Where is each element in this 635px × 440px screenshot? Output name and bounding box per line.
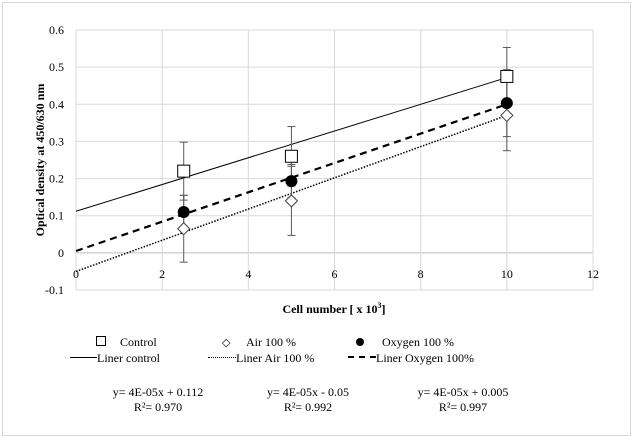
legend-label: Liner Air 100 % [236, 351, 315, 365]
x-tick-label: 8 [418, 267, 424, 281]
x-tick-label: 6 [332, 267, 338, 281]
equation-text: y= 4E-05x + 0.005 [417, 385, 509, 399]
x-tick-label: 10 [501, 267, 513, 281]
x-tick-label: 12 [587, 267, 599, 281]
square-open-icon [96, 336, 106, 346]
legend-label: Oxygen 100 % [382, 335, 454, 349]
legend-label: Control [120, 335, 157, 349]
chart-svg: -0.1 0 0.1 0.2 0.3 0.4 0.5 0.6 0 2 4 6 8 10 12 Optical… [33, 23, 599, 316]
solid-line-icon [70, 357, 97, 358]
r-squared-text: R²= 0.992 [283, 400, 333, 414]
trendline-dashed [75, 103, 508, 253]
r-squared-text: R²= 0.970 [133, 400, 183, 414]
legend-item-liner-air: Liner Air 100 % [208, 351, 314, 366]
y-tick-label: 0.3 [49, 134, 64, 148]
dashed-line-icon [348, 356, 376, 358]
legend-item-liner-control: Liner control [70, 351, 160, 366]
r-squared-text: R²= 0.997 [438, 400, 488, 414]
data-point-oxygen [177, 206, 190, 218]
data-markers [177, 69, 514, 236]
legend-label: Air 100 % [246, 335, 296, 349]
x-tick-label: 4 [245, 267, 251, 281]
legend-item-control: Control [96, 335, 157, 350]
data-point-oxygen [285, 175, 298, 188]
y-axis-title: Optical density at 450/630 nm [33, 84, 47, 237]
equation-text: y= 4E-05x + 0.112 [112, 385, 204, 399]
equation-oxygen: y= 4E-05x + 0.005 R²= 0.997 [383, 385, 543, 415]
data-point-control [500, 69, 514, 83]
data-point-control [284, 149, 298, 163]
y-tick-label: 0.4 [49, 97, 64, 111]
legend-label: Liner Oxygen 100% [376, 351, 474, 365]
tick-labels: -0.1 0 0.1 0.2 0.3 0.4 0.5 0.6 0 2 4 6 8 10 12 [45, 23, 599, 297]
data-point-air [284, 194, 299, 208]
data-point-oxygen [500, 97, 513, 110]
equation-control: y= 4E-05x + 0.112 R²= 0.970 [78, 385, 238, 415]
equation-text: y= 4E-05x - 0.05 [266, 385, 350, 399]
diamond-open-icon: ◇ [222, 337, 231, 349]
legend-item-liner-oxygen: Liner Oxygen 100% [348, 351, 474, 366]
y-tick-label: 0.6 [49, 23, 64, 37]
x-tick-label: 2 [159, 267, 165, 281]
legend-item-air: ◇ Air 100 % [222, 335, 296, 350]
chart-frame [2, 2, 631, 436]
legend-item-oxygen: Oxygen 100 % [356, 335, 454, 350]
y-tick-label: -0.1 [45, 283, 64, 297]
data-point-air [177, 222, 191, 236]
legend-label: Liner control [97, 351, 160, 365]
error-bars [179, 46, 511, 263]
equation-air: y= 4E-05x - 0.05 R²= 0.992 [228, 385, 388, 415]
x-tick-label: 0 [73, 267, 79, 281]
grid [75, 29, 594, 291]
y-tick-label: 0 [58, 246, 64, 260]
x-axis-title: Cell number [ x 103] [282, 301, 385, 316]
dotted-line-icon [208, 357, 236, 358]
y-tick-label: 0.1 [49, 209, 64, 223]
data-point-air [500, 108, 514, 123]
y-tick-label: 0.5 [49, 60, 64, 74]
y-tick-label: 0.2 [49, 172, 64, 186]
data-point-control [177, 164, 191, 178]
circle-filled-icon [356, 338, 364, 346]
